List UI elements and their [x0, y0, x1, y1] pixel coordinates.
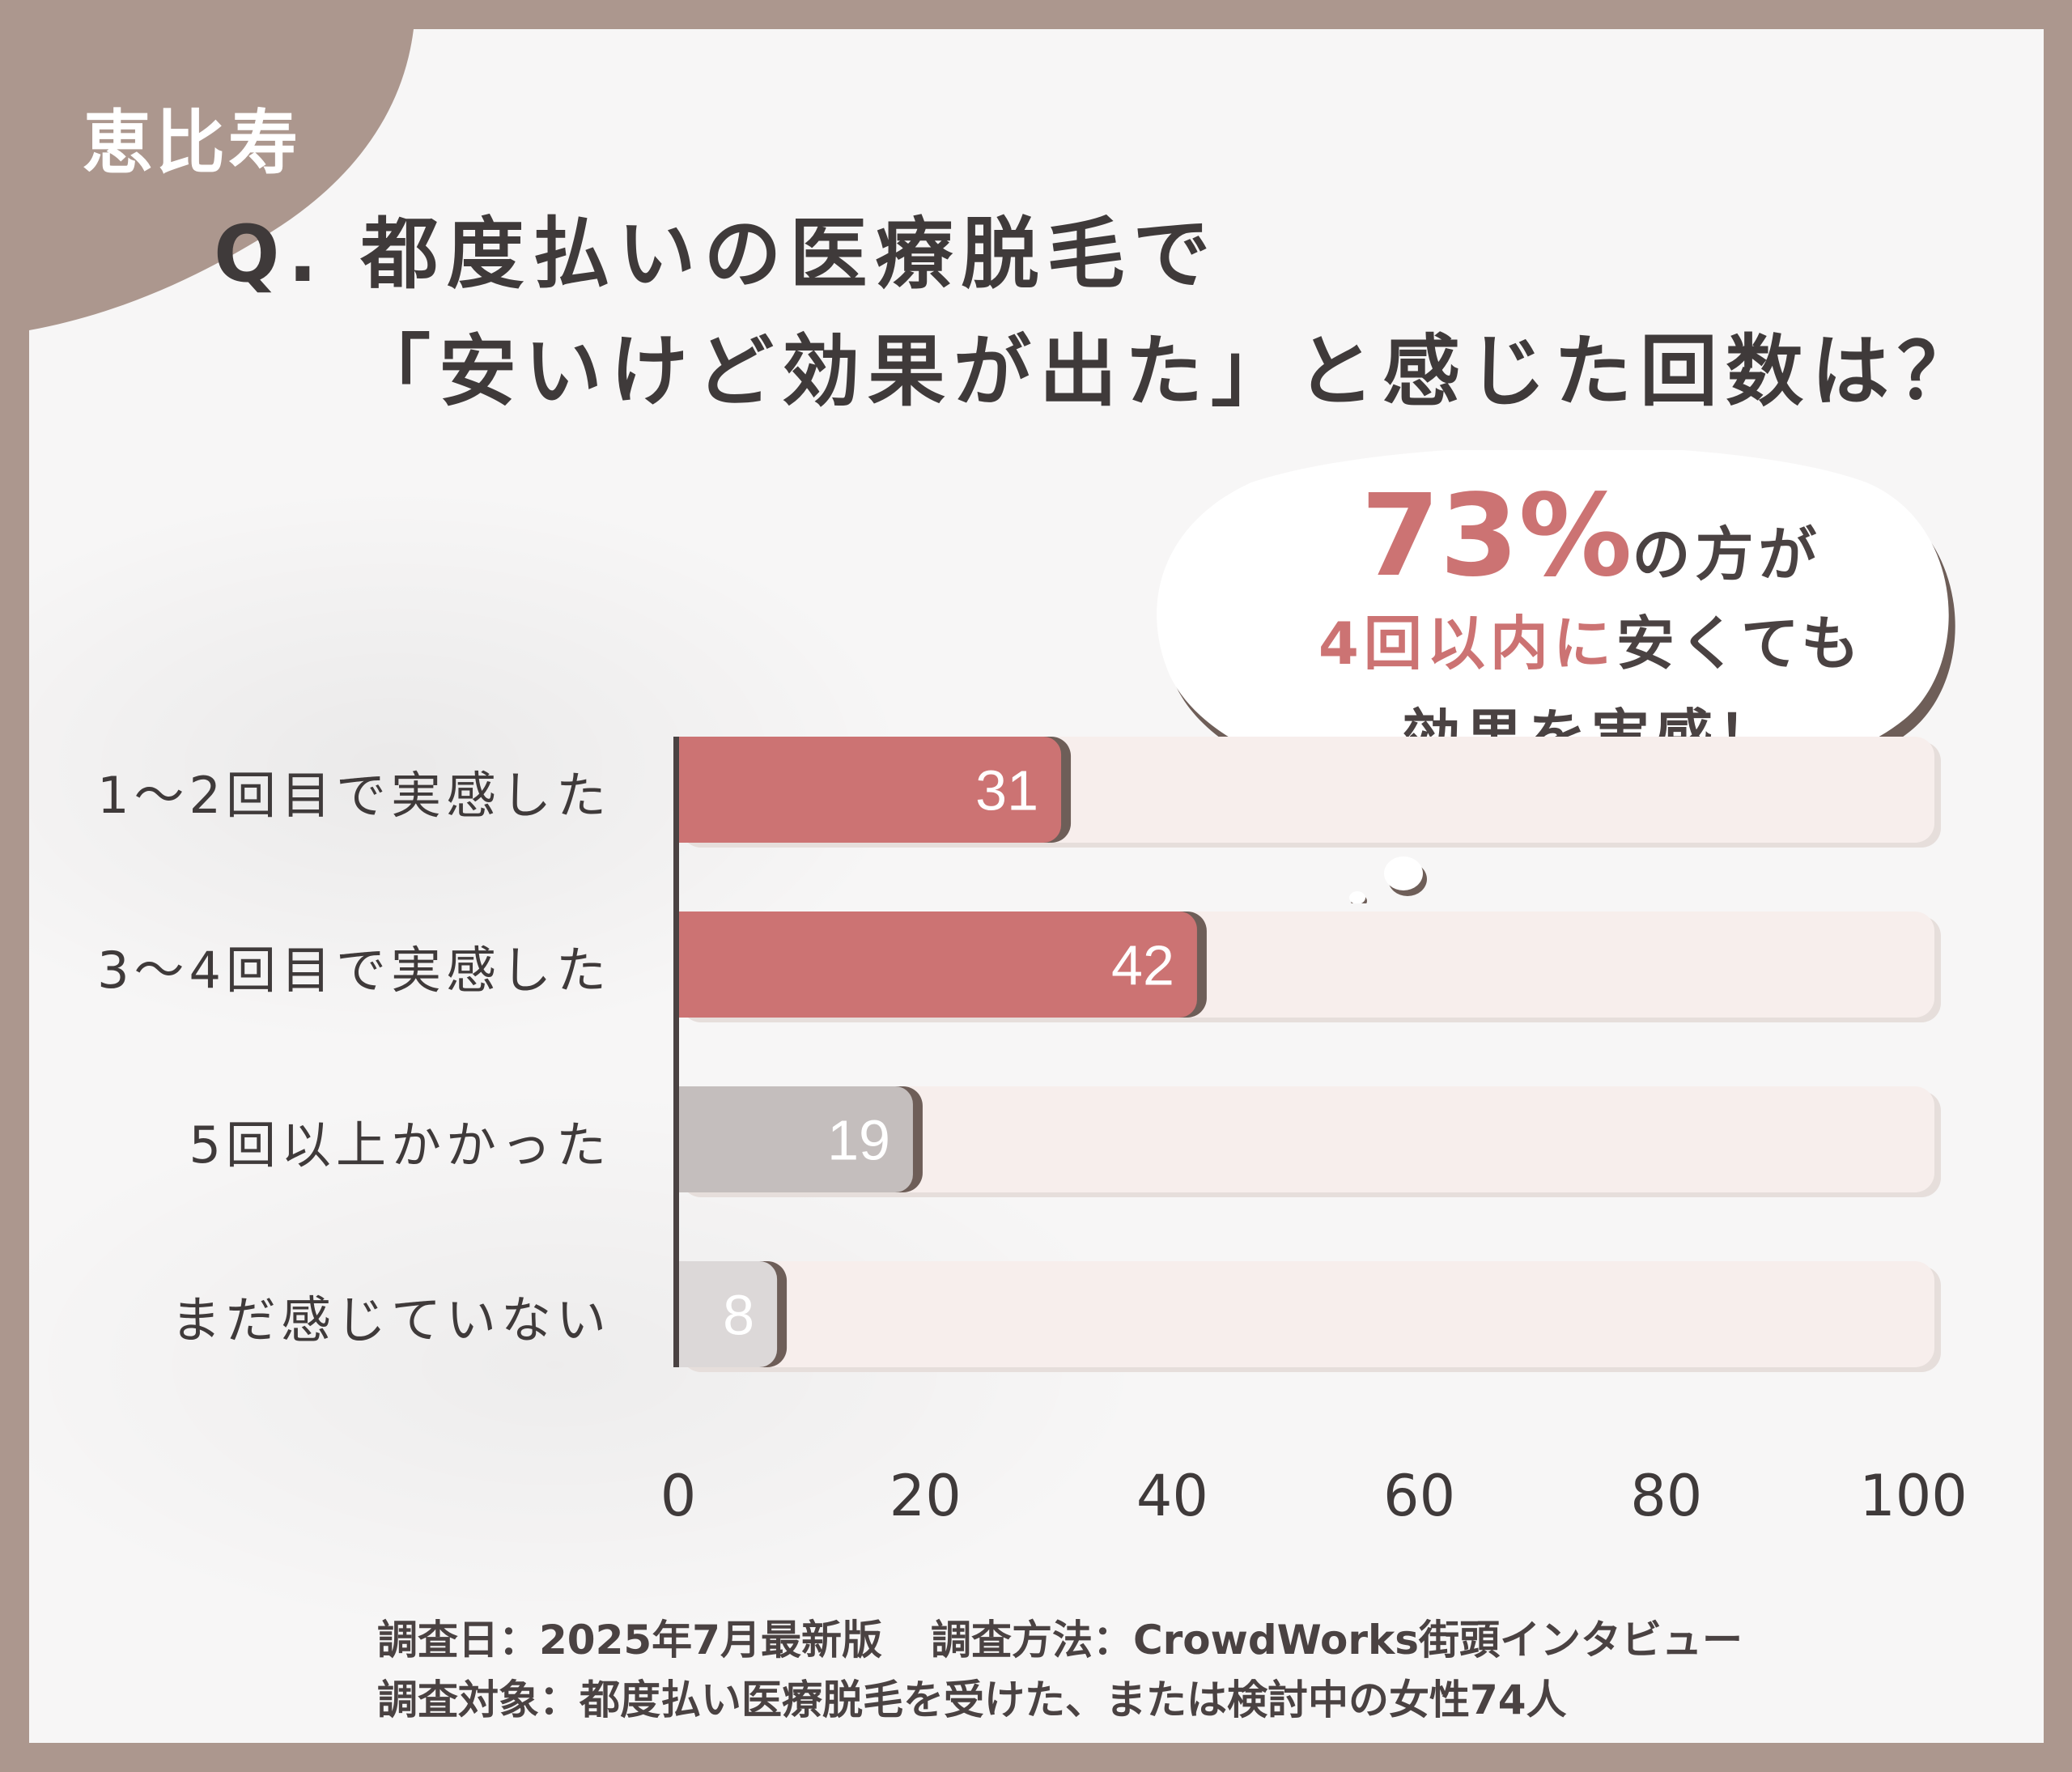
- bar-left-edge: [678, 737, 711, 843]
- category-label: 3〜4回目で実感した: [97, 941, 611, 1000]
- category-label: 5回以上かかった: [189, 1115, 611, 1175]
- x-tick-label: 60: [1383, 1463, 1455, 1529]
- chart-card: 恵比寿 Q. 都度払いの医療脱毛で 「安いけど効果が出た」と感じた回数は？ 73…: [29, 29, 2044, 1743]
- callout-line2: 4回以内に安くても: [1187, 596, 1996, 681]
- corner-tab: [29, 29, 414, 330]
- callout-line1-text: の方が: [1632, 521, 1822, 589]
- data-label: 42: [1111, 934, 1174, 997]
- bar-track: [678, 1086, 1934, 1192]
- survey-target: 調査対象：都度払い医療脱毛を受けた、または検討中の女性74人: [377, 1676, 1567, 1723]
- category-label: 1〜2回目で実感した: [97, 766, 611, 825]
- y-axis-line: [673, 737, 679, 1367]
- callout-line2-text: 安くても: [1616, 610, 1865, 678]
- data-label: 8: [723, 1284, 754, 1347]
- callout-percent: 73%: [1361, 470, 1633, 602]
- bar: [678, 737, 1062, 843]
- bar-track: [678, 1261, 1934, 1367]
- bar: [678, 911, 1197, 1018]
- bar-left-edge: [678, 1086, 711, 1192]
- x-tick-label: 0: [660, 1463, 697, 1529]
- survey-method: 調査方法：CrowdWorks街頭インタビュー: [930, 1617, 1743, 1664]
- chart-title-line2: 「安いけど効果が出た」と感じた回数は？: [353, 326, 1983, 417]
- survey-date: 調査日：2025年7月最新版: [377, 1617, 882, 1664]
- category-label: まだ感じていない: [170, 1290, 611, 1349]
- bar-left-edge: [678, 1261, 711, 1367]
- chart-title-line1: Q. 都度払いの医療脱毛で: [214, 209, 1219, 300]
- data-label: 19: [827, 1109, 890, 1172]
- x-tick-label: 80: [1630, 1463, 1702, 1529]
- x-tick-label: 20: [890, 1463, 962, 1529]
- x-tick-label: 100: [1859, 1463, 1968, 1529]
- bar-left-edge: [678, 911, 711, 1018]
- callout-line1: 73%の方が: [1187, 470, 1996, 602]
- survey-footer-line1: 調査日：2025年7月最新版 調査方法：CrowdWorks街頭インタビュー: [377, 1608, 1743, 1666]
- callout-accent: 4回以内に: [1318, 610, 1616, 678]
- x-tick-label: 40: [1136, 1463, 1208, 1529]
- data-label: 31: [975, 759, 1038, 822]
- bar: [678, 1086, 913, 1192]
- area-label: 恵比寿: [83, 103, 301, 184]
